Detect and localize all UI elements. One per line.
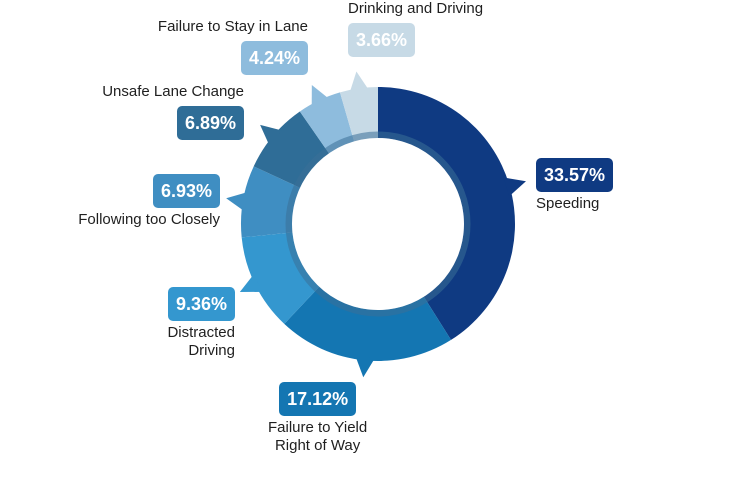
label-failure-to-yield-right-of-way: 17.12% Failure to Yield Right of Way bbox=[268, 382, 367, 455]
category-label-failure-to-stay-in-lane: Failure to Stay in Lane bbox=[157, 18, 308, 35]
label-drinking-and-driving: Drinking and Driving 3.66% bbox=[348, 0, 483, 57]
label-unsafe-lane-change: Unsafe Lane Change 6.89% bbox=[102, 83, 244, 140]
donut-inner-ring bbox=[285, 131, 471, 317]
value-label-speeding: 33.57% bbox=[536, 158, 614, 192]
slice-following-too-closely[interactable] bbox=[241, 166, 300, 238]
donut-hole bbox=[292, 138, 464, 310]
value-label-distracted-driving: 9.36% bbox=[167, 287, 235, 321]
label-speeding: 33.57% Speeding bbox=[536, 158, 614, 213]
value-label-drinking-and-driving: 3.66% bbox=[348, 23, 416, 57]
label-distracted-driving: 9.36% Distracted Driving bbox=[167, 287, 235, 360]
category-label-speeding: Speeding bbox=[536, 195, 600, 212]
value-label-failure-to-stay-in-lane: 4.24% bbox=[240, 41, 308, 75]
category-label-unsafe-lane-change: Unsafe Lane Change bbox=[102, 83, 244, 100]
slice-pointer-distracted-driving bbox=[239, 274, 263, 293]
slice-pointer-failure-to-yield-right-of-way bbox=[355, 356, 376, 378]
slice-pointer-unsafe-lane-change bbox=[260, 124, 283, 146]
slice-failure-to-stay-in-lane[interactable] bbox=[299, 92, 355, 154]
slice-pointer-following-too-closely bbox=[226, 191, 248, 212]
category-label-drinking-and-driving: Drinking and Driving bbox=[348, 0, 484, 17]
slice-speeding[interactable] bbox=[378, 87, 516, 340]
category-label-failure-to-yield-right-of-way: Failure to Yield Right of Way bbox=[268, 419, 368, 454]
category-label-following-too-closely: Following too Closely bbox=[78, 211, 220, 228]
label-failure-to-stay-in-lane: Failure to Stay in Lane 4.24% bbox=[158, 18, 308, 75]
label-following-too-closely: 6.93% Following too Closely bbox=[78, 174, 220, 229]
slice-drinking-and-driving[interactable] bbox=[339, 87, 378, 142]
slice-pointer-drinking-and-driving bbox=[349, 71, 369, 94]
value-label-following-too-closely: 6.93% bbox=[152, 174, 220, 208]
category-label-distracted-driving: Distracted Driving bbox=[167, 324, 235, 359]
slice-pointer-speeding bbox=[503, 177, 526, 197]
slice-pointer-failure-to-stay-in-lane bbox=[311, 84, 330, 108]
value-label-failure-to-yield-right-of-way: 17.12% bbox=[279, 382, 357, 416]
slice-distracted-driving[interactable] bbox=[241, 232, 320, 324]
value-label-unsafe-lane-change: 6.89% bbox=[176, 106, 244, 140]
